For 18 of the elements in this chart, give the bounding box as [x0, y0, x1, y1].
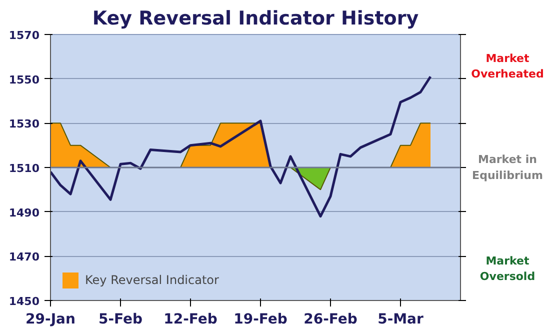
- series-label: Key Reversal Indicator: [85, 273, 219, 287]
- text: Market in Equilibrium: [472, 153, 543, 182]
- y-tick-label: 1510: [8, 162, 40, 175]
- y-tick-label: 1530: [8, 118, 40, 131]
- y-tick-label: 1490: [8, 206, 40, 220]
- x-tick-label: 29-Jan: [26, 312, 76, 328]
- x-tick-label: 19-Feb: [234, 312, 288, 328]
- text: Market Overheated: [471, 52, 544, 81]
- y-tick-label: 1550: [8, 73, 40, 86]
- x-tick-label: 5-Mar: [378, 312, 424, 328]
- y-tick-label: 1450: [8, 295, 40, 308]
- x-tick-label: 26-Feb: [304, 312, 358, 328]
- chart-title: Key Reversal Indicator History: [92, 8, 420, 30]
- x-tick-label: 5-Feb: [98, 312, 143, 328]
- x-tick-label: 12-Feb: [164, 312, 218, 328]
- y-tick-label: 1570: [8, 29, 40, 42]
- text: Market Oversold: [480, 254, 536, 283]
- y-tick-label: 1470: [8, 250, 40, 264]
